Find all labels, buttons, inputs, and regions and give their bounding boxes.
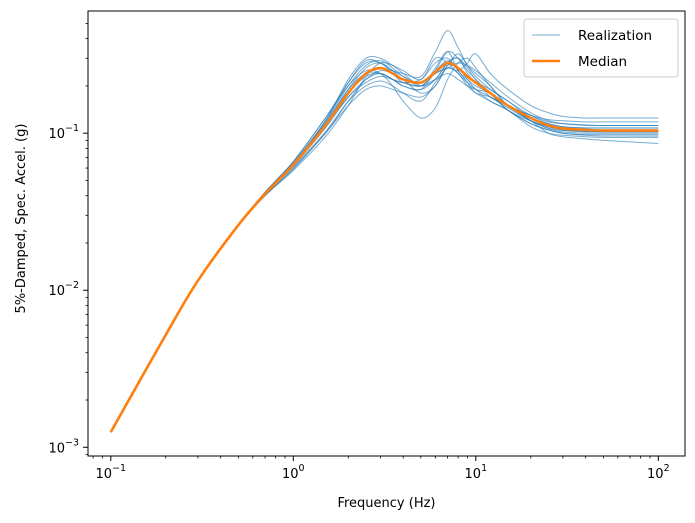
x-axis: 10−1 100 101 102 <box>92 456 670 482</box>
legend-realization-label: Realization <box>578 28 652 44</box>
x-tick-label: 102 <box>647 463 670 482</box>
y-axis-label: 5%-Damped, Spec. Accel. (g) <box>14 124 29 314</box>
plot-frame <box>87 10 686 457</box>
y-tick-label: 10−1 <box>48 123 79 142</box>
legend: Realization Median <box>523 18 679 78</box>
x-axis-label: Frequency (Hz) <box>337 496 435 511</box>
y-axis: 10−3 10−2 10−1 <box>48 23 88 456</box>
legend-box <box>523 18 679 78</box>
x-tick-label: 10−1 <box>96 463 127 482</box>
plot-area <box>109 30 659 433</box>
y-tick-label: 10−3 <box>48 437 79 456</box>
x-tick-label: 100 <box>282 463 305 482</box>
median-line <box>109 61 659 433</box>
legend-median-label: Median <box>578 54 627 70</box>
x-tick-label: 101 <box>465 463 488 482</box>
y-tick-label: 10−2 <box>48 280 79 299</box>
